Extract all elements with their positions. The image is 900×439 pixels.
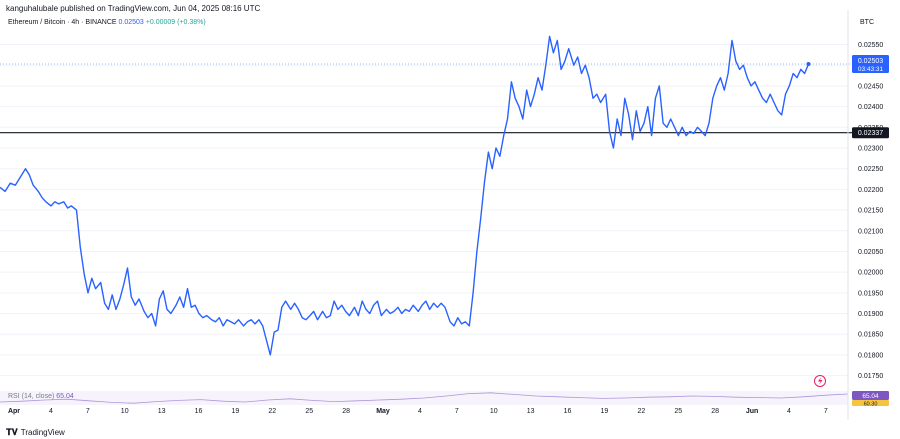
x-tick-label: 4 [418, 408, 422, 415]
x-tick-label: 10 [121, 408, 129, 415]
x-tick-label: 28 [342, 408, 350, 415]
y-tick-label: 0.02050 [858, 249, 883, 256]
legend-price: 0.02503 [118, 19, 144, 26]
price-series-line [0, 35, 810, 356]
x-tick-label: 25 [674, 408, 682, 415]
x-tick-label: 7 [824, 408, 828, 415]
currency-label: BTC [860, 19, 874, 26]
y-tick-label: 0.02400 [858, 104, 883, 111]
x-tick-label: 7 [86, 408, 90, 415]
rsi-axis-value-2: 60.30 [864, 402, 878, 408]
x-tick-label: Apr [8, 408, 20, 415]
x-tick-label: 19 [232, 408, 240, 415]
legend-change: +0.00009 (+0.38%) [145, 19, 206, 26]
x-tick-label: 22 [637, 408, 645, 415]
x-tick-label: 16 [195, 408, 203, 415]
rsi-line [0, 392, 849, 404]
x-tick-label: 16 [564, 408, 572, 415]
symbol-name[interactable]: Ethereum / Bitcoin · 4h · BINANCE [8, 19, 117, 26]
y-tick-label: 0.02150 [858, 208, 883, 215]
tradingview-logo-icon: 𝐓𝐕 [6, 427, 18, 437]
rsi-value: 65.04 [56, 393, 74, 400]
last-price-tag [852, 55, 889, 73]
y-tick-label: 0.02250 [858, 166, 883, 173]
y-tick-label: 0.02000 [858, 270, 883, 277]
x-tick-label: 10 [490, 408, 498, 415]
y-tick-label: 0.02200 [858, 187, 883, 194]
x-tick-label: 4 [787, 408, 791, 415]
level-price-tag [852, 127, 889, 139]
lightning-icon[interactable] [814, 375, 826, 387]
rsi-ma-tag [852, 400, 889, 406]
rsi-value-tag [852, 391, 889, 400]
rsi-name: RSI (14, close) [8, 393, 55, 400]
tradingview-footer[interactable]: 𝐓𝐕 TradingView [6, 427, 65, 438]
symbol-legend: Ethereum / Bitcoin · 4h · BINANCE 0.0250… [8, 19, 206, 26]
x-tick-label: 4 [49, 408, 53, 415]
y-tick-label: 0.01900 [858, 311, 883, 318]
last-price-marker [806, 62, 811, 66]
rsi-legend: RSI (14, close) 65.04 [8, 393, 74, 400]
x-tick-label: 13 [158, 408, 166, 415]
y-tick-label: 0.01800 [858, 352, 883, 359]
x-tick-label: 7 [455, 408, 459, 415]
y-tick-label: 0.01950 [858, 290, 883, 297]
level-price-label: 0.02337 [858, 130, 883, 137]
y-tick-label: 0.02300 [858, 146, 883, 153]
y-tick-label: 0.01850 [858, 332, 883, 339]
x-tick-label: 28 [711, 408, 719, 415]
x-tick-label: 22 [268, 408, 276, 415]
x-tick-label: Jun [746, 408, 758, 415]
x-tick-label: 13 [527, 408, 535, 415]
lightning-bolt-icon [818, 377, 823, 385]
y-tick-label: 0.02100 [858, 228, 883, 235]
x-tick-label: 19 [601, 408, 609, 415]
published-note: kanguhalubale published on TradingView.c… [6, 4, 261, 13]
brand-name: TradingView [20, 428, 65, 437]
y-tick-label: 0.02450 [858, 83, 883, 90]
y-tick-label: 0.01750 [858, 373, 883, 380]
x-tick-label: 25 [305, 408, 313, 415]
y-tick-label: 0.02550 [858, 42, 883, 49]
rsi-axis-value: 65.04 [862, 393, 879, 400]
countdown-label: 03:43:31 [858, 66, 884, 73]
x-tick-label: May [376, 408, 390, 415]
last-price-label: 0.02503 [858, 58, 883, 65]
